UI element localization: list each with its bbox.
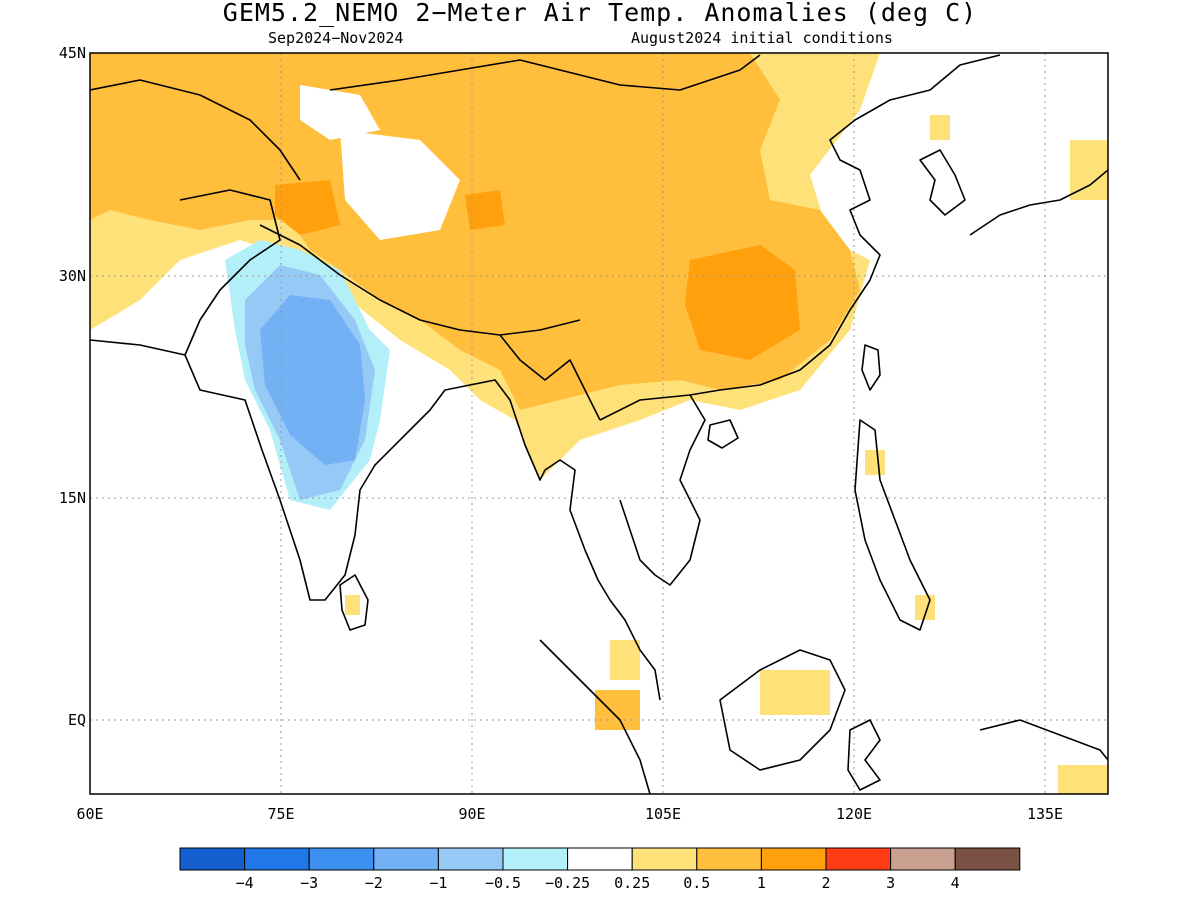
hainan-coast bbox=[707, 419, 739, 449]
colorbar-label: −3 bbox=[300, 874, 318, 892]
border-central-asia bbox=[90, 79, 301, 181]
lon-label-120e: 120E bbox=[836, 805, 872, 823]
lat-label-15n: 15N bbox=[59, 489, 86, 507]
lon-label-60e: 60E bbox=[76, 805, 103, 823]
colorbar-swatch bbox=[954, 847, 1021, 871]
border-pakistan bbox=[179, 189, 281, 356]
warm-patch-korea bbox=[930, 115, 950, 140]
colorbar-label: 0.5 bbox=[683, 874, 710, 892]
colorbar: −4 −3 −2 −1 −0.5 −0.25 0.25 0.5 1 2 3 4 bbox=[179, 847, 1021, 892]
colorbar-swatch bbox=[502, 847, 569, 871]
map-title: GEM5.2_NEMO 2−Meter Air Temp. Anomalies … bbox=[222, 0, 978, 27]
longitude-labels: 60E 75E 90E 105E 120E 135E bbox=[76, 805, 1063, 823]
colorbar-label: 4 bbox=[951, 874, 960, 892]
colorbar-label: −1 bbox=[429, 874, 447, 892]
philippines-coast bbox=[854, 419, 931, 631]
anomaly-region-1-2-tibet bbox=[465, 190, 505, 230]
colorbar-swatch bbox=[244, 847, 310, 871]
colorbar-label: 0.25 bbox=[614, 874, 650, 892]
lon-label-75e: 75E bbox=[267, 805, 294, 823]
gridlines bbox=[90, 53, 1108, 794]
warm-patch-newguinea bbox=[1058, 765, 1108, 794]
colorbar-swatch bbox=[696, 847, 762, 871]
colorbar-label: 2 bbox=[821, 874, 830, 892]
india-coast bbox=[90, 339, 661, 701]
colorbar-swatch bbox=[567, 847, 633, 871]
borneo-coast bbox=[719, 649, 846, 771]
colorbar-swatch bbox=[825, 847, 892, 871]
lat-label-eq: EQ bbox=[68, 711, 86, 729]
warm-patch-japan bbox=[1070, 140, 1108, 200]
anomaly-region-neg2-neg1 bbox=[260, 295, 365, 465]
lon-label-90e: 90E bbox=[458, 805, 485, 823]
coastlines bbox=[90, 54, 1108, 794]
map-frame bbox=[89, 52, 1109, 795]
lat-label-30n: 30N bbox=[59, 267, 86, 285]
colorbar-label: −0.25 bbox=[545, 874, 590, 892]
warm-patch-philippines bbox=[865, 450, 885, 475]
colorbar-swatch bbox=[373, 847, 439, 871]
warm-patch-sumatra bbox=[595, 690, 640, 730]
colorbar-swatch bbox=[308, 847, 375, 871]
anomaly-region-1-2-china bbox=[685, 245, 800, 360]
colorbar-label: −0.5 bbox=[485, 874, 521, 892]
anomaly-region-1-2-pakistan bbox=[275, 180, 340, 235]
warm-patch-borneo bbox=[760, 670, 830, 715]
lon-label-105e: 105E bbox=[645, 805, 681, 823]
warm-patch-srilanka bbox=[345, 595, 360, 615]
newguinea-coast bbox=[979, 719, 1108, 761]
sumatra-coast bbox=[539, 639, 651, 794]
lat-label-45n: 45N bbox=[59, 44, 86, 62]
colorbar-swatch bbox=[890, 847, 956, 871]
colorbar-swatch bbox=[631, 847, 698, 871]
warm-patch-vietnam bbox=[610, 640, 640, 680]
colorbar-swatch bbox=[437, 847, 504, 871]
anomaly-shading bbox=[90, 53, 1108, 794]
japan-coast bbox=[969, 169, 1108, 236]
initial-conditions: August2024 initial conditions bbox=[631, 29, 893, 47]
border-china-north bbox=[329, 54, 761, 91]
anomaly-region-0.5-1 bbox=[90, 53, 860, 410]
china-coast bbox=[689, 54, 1001, 396]
latitude-labels: 45N 30N 15N EQ bbox=[59, 44, 86, 729]
colorbar-swatch bbox=[179, 847, 246, 871]
srilanka-coast bbox=[339, 574, 369, 631]
white-patch-tibet bbox=[340, 130, 460, 240]
border-himalaya bbox=[259, 224, 581, 336]
colorbar-label: 1 bbox=[757, 874, 766, 892]
colorbar-label: −4 bbox=[236, 874, 254, 892]
forecast-period: Sep2024−Nov2024 bbox=[268, 29, 404, 47]
taiwan-coast bbox=[861, 344, 881, 391]
colorbar-label: 3 bbox=[886, 874, 895, 892]
white-patch-north bbox=[300, 85, 380, 140]
colorbar-label: −2 bbox=[365, 874, 383, 892]
sulawesi-coast bbox=[847, 719, 881, 791]
korea-coast bbox=[919, 149, 966, 216]
lon-label-135e: 135E bbox=[1027, 805, 1063, 823]
colorbar-swatch bbox=[760, 847, 827, 871]
border-myanmar bbox=[499, 334, 601, 421]
